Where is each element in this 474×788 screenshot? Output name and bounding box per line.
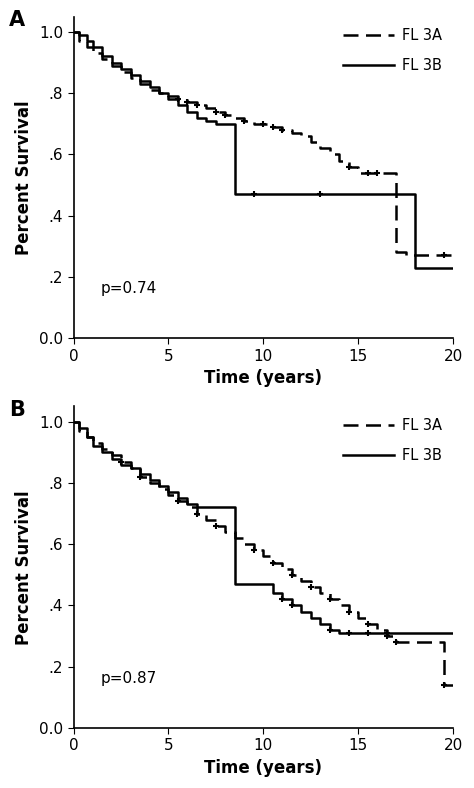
Legend: FL 3A, FL 3B: FL 3A, FL 3B	[339, 24, 446, 77]
X-axis label: Time (years): Time (years)	[204, 369, 322, 387]
Text: A: A	[9, 10, 25, 30]
Legend: FL 3A, FL 3B: FL 3A, FL 3B	[339, 414, 446, 467]
Text: p=0.74: p=0.74	[100, 281, 156, 296]
Y-axis label: Percent Survival: Percent Survival	[16, 100, 34, 255]
Text: B: B	[9, 400, 25, 420]
Text: p=0.87: p=0.87	[100, 671, 156, 686]
Y-axis label: Percent Survival: Percent Survival	[16, 490, 34, 645]
X-axis label: Time (years): Time (years)	[204, 759, 322, 777]
